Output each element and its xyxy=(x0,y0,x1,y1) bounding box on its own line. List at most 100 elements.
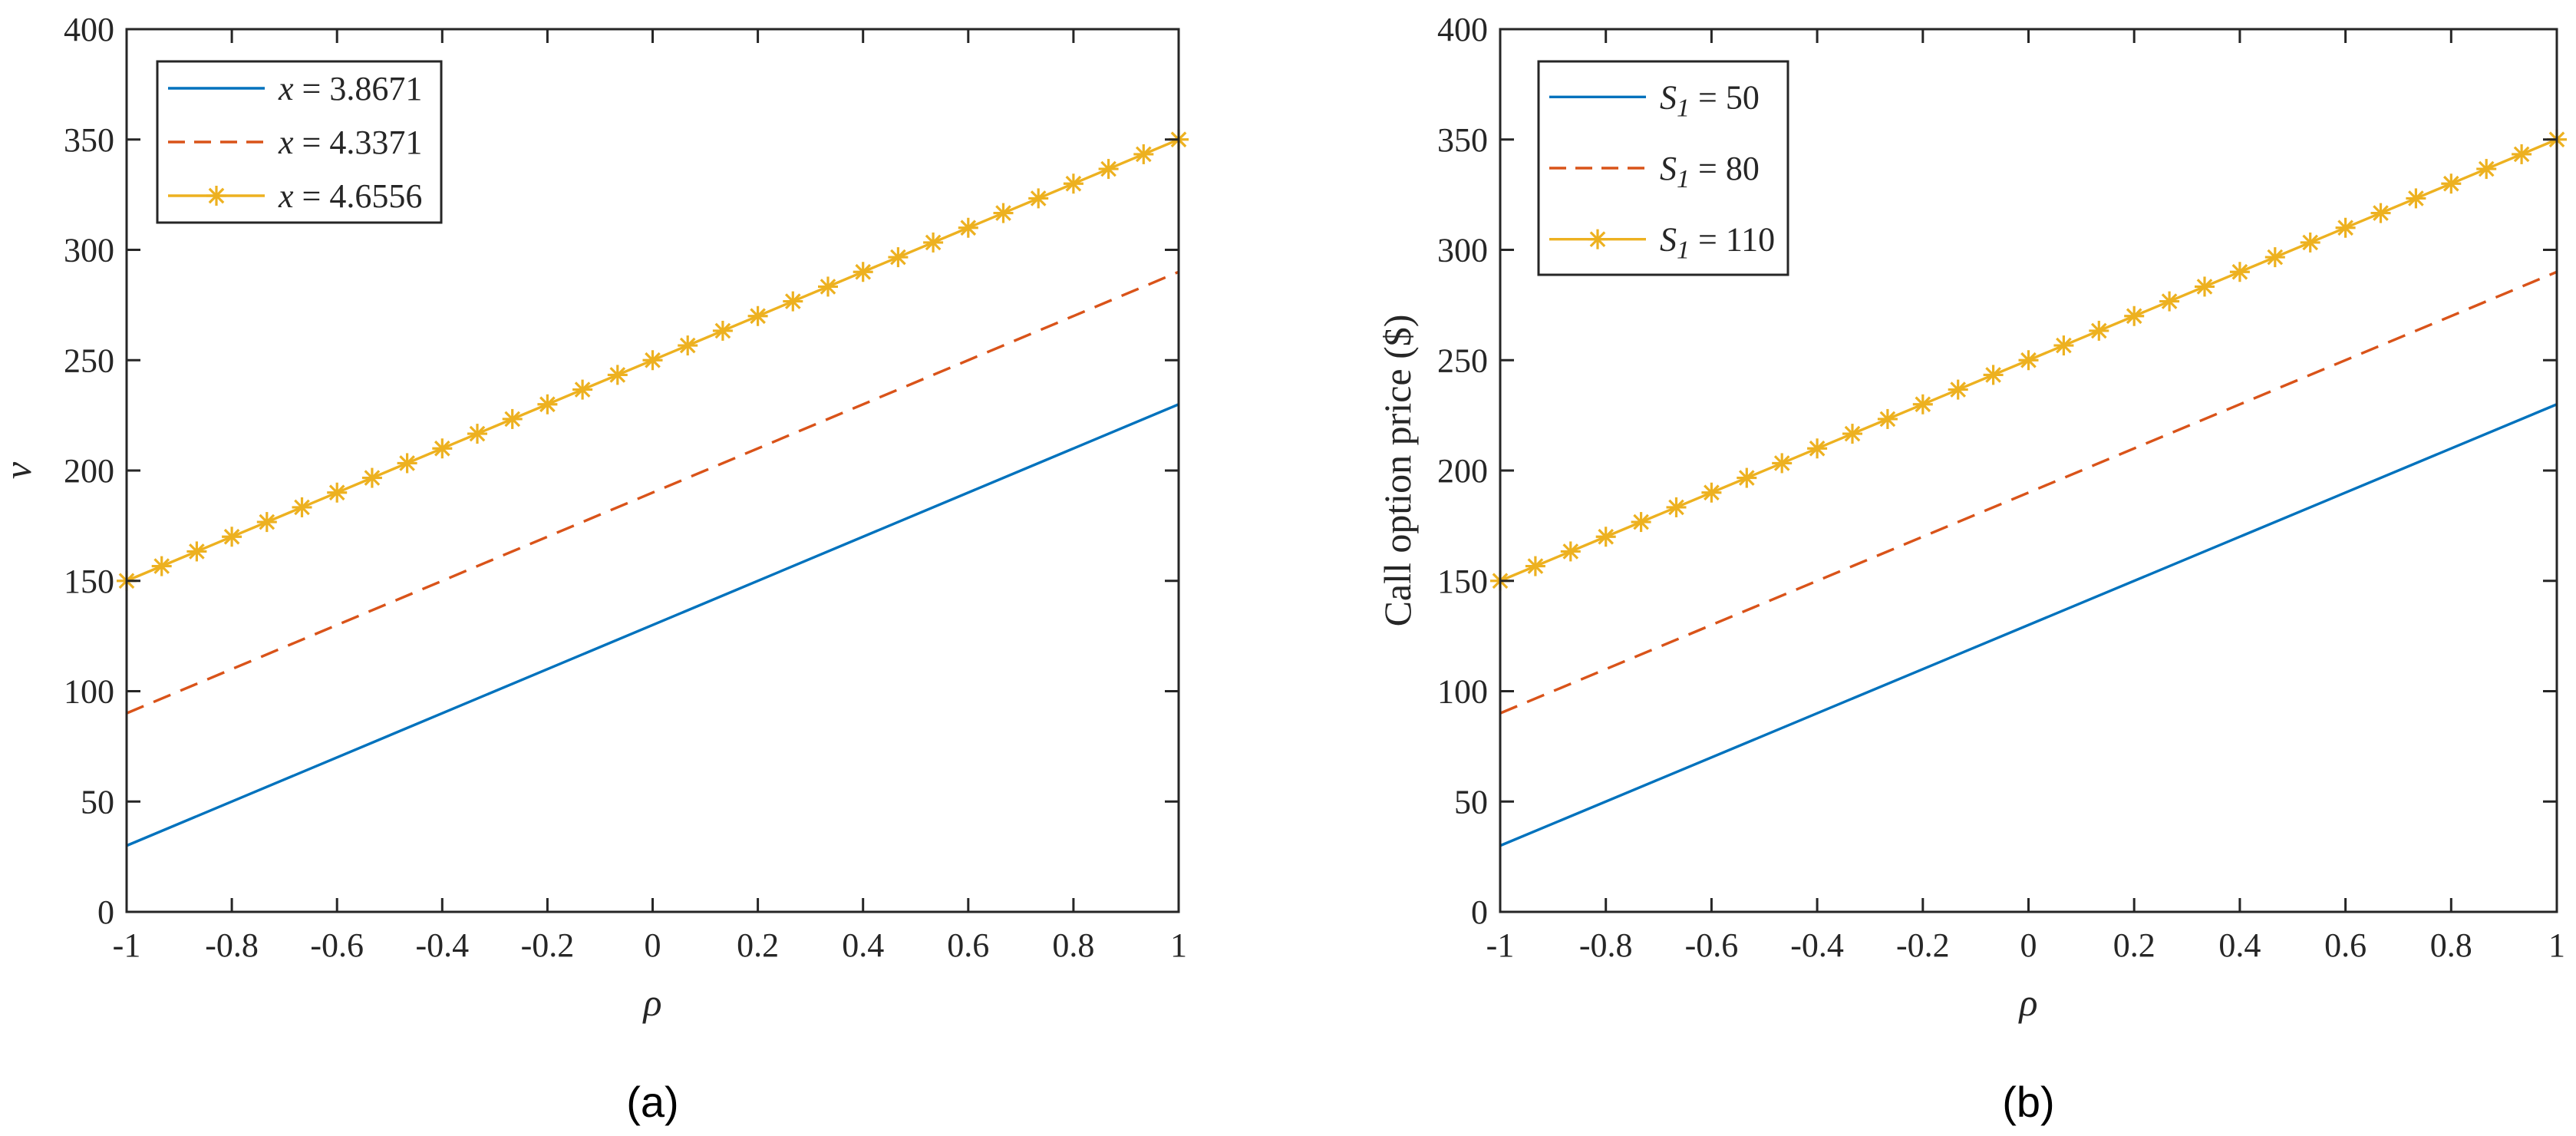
legend-a: x = 3.8671 x = 4.3371 x = 4.6556 xyxy=(156,60,443,224)
y-tick-label-b-5: 250 xyxy=(1437,342,1488,379)
data-point-a-3-14 xyxy=(572,379,593,400)
data-point-a-3-5 xyxy=(256,512,277,533)
data-point-b-3-26 xyxy=(2370,203,2391,223)
y-tick-label-b-4: 200 xyxy=(1437,452,1488,490)
data-point-a-3-28 xyxy=(1063,173,1084,194)
data-point-a-3-15 xyxy=(607,365,628,385)
y-tick-label-b-3: 150 xyxy=(1437,563,1488,600)
y-tick-label-a-5: 250 xyxy=(64,342,114,379)
data-point-b-3-24 xyxy=(2300,232,2320,253)
data-point-b-3-29 xyxy=(2476,159,2497,180)
data-point-b-3-13 xyxy=(1912,394,1933,414)
x-tick-label-b-1: -0.8 xyxy=(1579,926,1633,964)
x-tick-label-b-9: 0.8 xyxy=(2430,926,2472,964)
legend-label-b-3: S1 = 110 xyxy=(1660,221,1775,265)
data-point-a-3-22 xyxy=(853,262,873,282)
x-tick-label-a-5: 0 xyxy=(645,926,661,964)
x-tick-label-a-1: -0.8 xyxy=(205,926,259,964)
x-axis-label-b: ρ xyxy=(2018,981,2038,1024)
y-axis-label-a: ν xyxy=(0,461,39,479)
x-tick-label-a-10: 1 xyxy=(1170,926,1187,964)
y-tick-label-b-7: 350 xyxy=(1437,121,1488,159)
legend-b: S1 = 50 S1 = 80 S1 = 110 xyxy=(1537,60,1789,276)
data-point-b-3-28 xyxy=(2441,173,2462,194)
y-tick-label-a-3: 150 xyxy=(64,563,114,600)
data-point-b-3-7 xyxy=(1701,482,1722,503)
data-point-a-3-2 xyxy=(151,556,172,576)
y-tick-label-a-2: 100 xyxy=(64,673,114,711)
data-point-a-3-18 xyxy=(712,320,733,341)
data-point-b-3-30 xyxy=(2512,144,2532,164)
data-point-b-3-25 xyxy=(2335,217,2356,238)
x-tick-label-a-4: -0.2 xyxy=(521,926,575,964)
y-tick-label-a-8: 400 xyxy=(64,11,114,48)
data-point-b-3-2 xyxy=(1525,556,1545,576)
legend-label-b-1: S1 = 50 xyxy=(1660,78,1760,122)
series-line-a-2 xyxy=(126,270,1179,715)
legend-marker-a-3 xyxy=(206,186,226,206)
legend-label-a-1: x = 3.8671 xyxy=(278,70,422,107)
data-point-a-3-21 xyxy=(818,276,838,297)
panel-caption-b: (b) xyxy=(2002,1078,2054,1126)
series-line-b-1 xyxy=(1499,403,2558,847)
y-tick-label-b-6: 300 xyxy=(1437,232,1488,269)
x-tick-label-b-3: -0.4 xyxy=(1790,926,1844,964)
data-point-b-3-4 xyxy=(1595,527,1616,547)
data-point-b-3-14 xyxy=(1948,379,1968,400)
data-point-b-3-3 xyxy=(1560,541,1581,562)
data-point-a-3-16 xyxy=(642,350,663,371)
data-point-b-3-21 xyxy=(2195,276,2215,297)
x-tick-label-a-7: 0.4 xyxy=(842,926,884,964)
series-line-a-1 xyxy=(126,403,1179,847)
data-point-b-3-11 xyxy=(1842,424,1862,444)
x-tick-label-a-6: 0.2 xyxy=(737,926,779,964)
data-point-b-3-12 xyxy=(1877,408,1898,429)
data-point-a-3-24 xyxy=(923,232,944,253)
data-point-a-3-4 xyxy=(222,527,242,547)
data-point-a-3-17 xyxy=(678,335,698,356)
data-point-b-3-8 xyxy=(1737,467,1757,488)
x-tick-label-b-0: -1 xyxy=(1486,926,1515,964)
data-point-a-3-27 xyxy=(1028,188,1049,209)
x-tick-label-b-4: -0.2 xyxy=(1896,926,1950,964)
data-point-b-3-6 xyxy=(1666,497,1687,517)
data-point-a-3-30 xyxy=(1133,144,1154,164)
data-point-b-3-22 xyxy=(2229,262,2250,282)
data-point-b-3-9 xyxy=(1772,453,1793,474)
x-axis-label-a: ρ xyxy=(642,981,662,1024)
data-point-a-3-26 xyxy=(993,203,1014,223)
x-tick-label-a-2: -0.6 xyxy=(310,926,364,964)
chart-panel-a: -1 -0.8 -0.6 -0.4 -0.2 0 0.2 0.4 0.6 0.8 1 0 50 100 15… xyxy=(0,11,1189,1126)
data-point-b-3-19 xyxy=(2124,305,2145,326)
y-tick-label-a-4: 200 xyxy=(64,452,114,490)
data-point-b-3-16 xyxy=(2018,350,2039,371)
y-tick-label-a-6: 300 xyxy=(64,232,114,269)
x-tick-label-b-6: 0.2 xyxy=(2113,926,2155,964)
y-tick-label-b-8: 400 xyxy=(1437,11,1488,48)
x-tick-label-b-5: 0 xyxy=(2020,926,2037,964)
y-tick-label-b-1: 50 xyxy=(1454,783,1488,821)
data-point-b-3-15 xyxy=(1983,365,2004,385)
y-tick-label-b-0: 0 xyxy=(1471,893,1488,931)
legend-label-a-3: x = 4.6556 xyxy=(278,177,422,215)
x-tick-label-b-10: 1 xyxy=(2548,926,2565,964)
y-axis-label-b: Call option price ($) xyxy=(1376,315,1419,627)
data-point-b-3-10 xyxy=(1807,438,1828,459)
data-point-a-3-13 xyxy=(537,394,558,414)
data-point-a-3-12 xyxy=(502,408,523,429)
x-tick-label-b-8: 0.6 xyxy=(2324,926,2367,964)
data-point-b-3-5 xyxy=(1631,512,1651,533)
data-point-a-3-23 xyxy=(888,247,909,268)
legend-marker-b-3 xyxy=(1588,229,1608,249)
data-point-a-3-8 xyxy=(361,467,382,488)
x-tick-label-a-0: -1 xyxy=(113,926,141,964)
chart-panel-b: -1 -0.8 -0.6 -0.4 -0.2 0 0.2 0.4 0.6 0.8 1 0 50 100 15… xyxy=(1376,11,2567,1126)
data-point-a-3-6 xyxy=(292,497,312,517)
data-point-b-3-18 xyxy=(2089,320,2109,341)
data-point-b-3-23 xyxy=(2264,247,2285,268)
y-tick-label-b-2: 100 xyxy=(1437,673,1488,711)
series-line-b-2 xyxy=(1499,270,2558,715)
data-point-a-3-25 xyxy=(958,217,978,238)
data-point-a-3-9 xyxy=(397,453,417,474)
